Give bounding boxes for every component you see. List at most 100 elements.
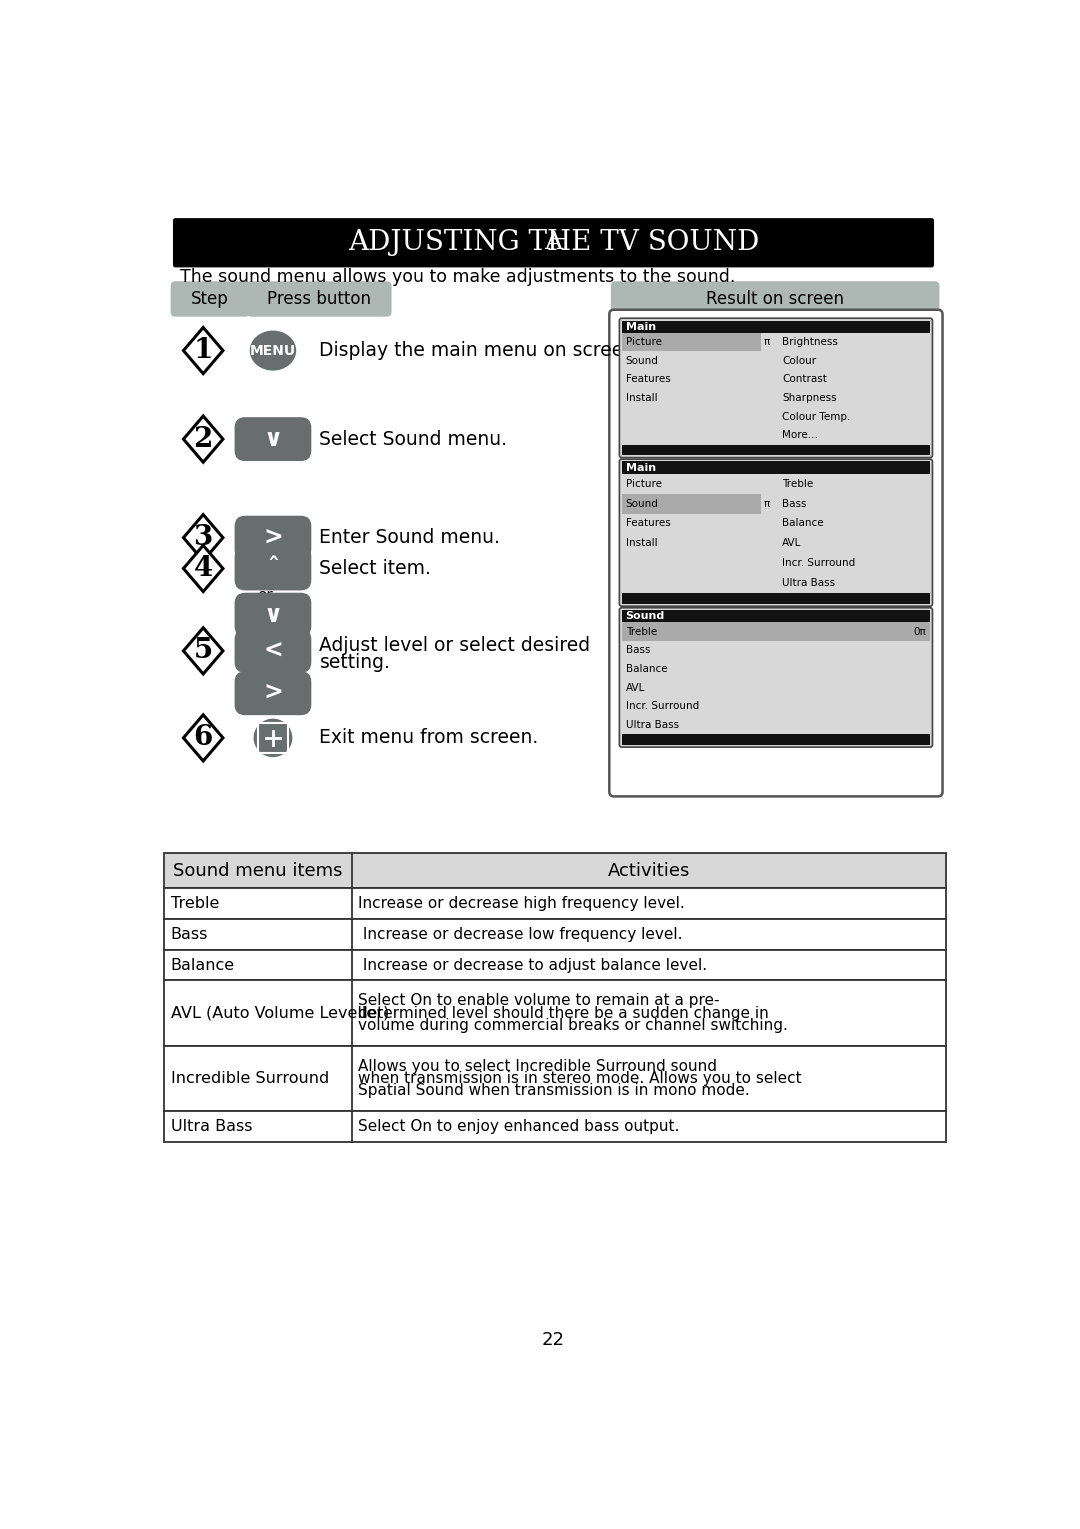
Text: Bass: Bass	[782, 498, 807, 509]
Ellipse shape	[249, 330, 296, 370]
FancyBboxPatch shape	[619, 607, 932, 748]
Text: 3: 3	[193, 524, 213, 550]
Text: Ultra Bass: Ultra Bass	[171, 1119, 252, 1135]
FancyBboxPatch shape	[622, 593, 930, 604]
Polygon shape	[184, 416, 222, 462]
FancyBboxPatch shape	[622, 494, 760, 514]
Text: 6: 6	[193, 725, 213, 751]
Text: >: >	[264, 682, 283, 705]
Text: MENU: MENU	[249, 344, 296, 358]
Polygon shape	[184, 714, 222, 761]
Text: ˆ: ˆ	[267, 557, 279, 581]
FancyBboxPatch shape	[622, 610, 930, 622]
Text: Treble: Treble	[171, 896, 219, 911]
FancyBboxPatch shape	[234, 417, 311, 462]
Text: Incr. Surround: Incr. Surround	[625, 702, 699, 711]
FancyBboxPatch shape	[611, 281, 940, 317]
Text: Balance: Balance	[171, 957, 234, 972]
Text: Incredible Surround: Incredible Surround	[171, 1072, 329, 1086]
Text: Picture: Picture	[625, 338, 662, 347]
FancyBboxPatch shape	[622, 333, 760, 352]
FancyBboxPatch shape	[164, 1046, 946, 1112]
Text: 0π: 0π	[914, 627, 927, 636]
Text: Colour: Colour	[782, 356, 816, 365]
Text: determined level should there be a sudden change in: determined level should there be a sudde…	[359, 1006, 769, 1021]
Text: >: >	[264, 526, 283, 550]
Text: Contrast: Contrast	[782, 375, 827, 384]
Text: Increase or decrease to adjust balance level.: Increase or decrease to adjust balance l…	[359, 957, 707, 972]
FancyBboxPatch shape	[173, 219, 934, 268]
Text: or: or	[257, 668, 273, 683]
Text: The sound menu allows you to make adjustments to the sound.: The sound menu allows you to make adjust…	[180, 269, 735, 286]
Text: Increase or decrease low frequency level.: Increase or decrease low frequency level…	[359, 927, 683, 942]
Text: Sound: Sound	[625, 498, 659, 509]
Text: Select item.: Select item.	[320, 560, 431, 578]
Text: volume during commercial breaks or channel switching.: volume during commercial breaks or chann…	[359, 1018, 788, 1034]
Text: Brightness: Brightness	[782, 338, 838, 347]
Text: <: <	[264, 639, 283, 664]
Text: Picture: Picture	[625, 479, 662, 489]
FancyBboxPatch shape	[234, 515, 311, 560]
Text: or: or	[257, 589, 273, 602]
Text: ∨: ∨	[264, 602, 283, 627]
Text: Features: Features	[625, 518, 671, 529]
FancyBboxPatch shape	[619, 318, 932, 457]
Text: Spatial Sound when transmission is in mono mode.: Spatial Sound when transmission is in mo…	[359, 1084, 750, 1098]
Text: ADJUSTING THE TV SOUND: ADJUSTING THE TV SOUND	[348, 229, 759, 257]
Polygon shape	[184, 546, 222, 592]
Text: Balance: Balance	[782, 518, 824, 529]
Text: when transmission is in stereo mode. Allows you to select: when transmission is in stereo mode. All…	[359, 1072, 801, 1086]
Text: Select On to enable volume to remain at a pre-: Select On to enable volume to remain at …	[359, 994, 719, 1008]
Text: AVL (Auto Volume Leveller): AVL (Auto Volume Leveller)	[171, 1006, 389, 1021]
FancyBboxPatch shape	[164, 888, 946, 919]
FancyBboxPatch shape	[609, 310, 943, 797]
Text: π: π	[764, 498, 770, 509]
Text: A: A	[544, 231, 563, 254]
Text: Bass: Bass	[625, 645, 650, 656]
Polygon shape	[184, 628, 222, 674]
Text: 22: 22	[542, 1332, 565, 1349]
Text: Sharpness: Sharpness	[782, 393, 837, 404]
Text: Treble: Treble	[625, 627, 657, 636]
Circle shape	[254, 719, 293, 757]
Text: Select On to enjoy enhanced bass output.: Select On to enjoy enhanced bass output.	[359, 1119, 679, 1135]
Text: setting.: setting.	[320, 653, 390, 671]
Text: 5: 5	[193, 638, 213, 665]
Text: Ultra Bass: Ultra Bass	[782, 578, 835, 589]
Text: Activities: Activities	[608, 862, 690, 879]
Text: Main: Main	[625, 463, 656, 472]
FancyBboxPatch shape	[234, 546, 311, 590]
Text: Incr. Surround: Incr. Surround	[782, 558, 855, 569]
Text: Main: Main	[625, 321, 656, 332]
Text: Install: Install	[625, 393, 658, 404]
Text: Bass: Bass	[171, 927, 208, 942]
Text: Colour Temp.: Colour Temp.	[782, 411, 850, 422]
Text: Display the main menu on screen.: Display the main menu on screen.	[320, 341, 642, 359]
Text: Enter Sound menu.: Enter Sound menu.	[320, 528, 500, 547]
Text: 2: 2	[193, 425, 213, 453]
FancyBboxPatch shape	[164, 853, 946, 888]
FancyBboxPatch shape	[619, 459, 932, 605]
Text: 4: 4	[193, 555, 213, 583]
Text: Sound: Sound	[625, 612, 665, 621]
Text: ∨: ∨	[264, 427, 283, 451]
Text: Select Sound menu.: Select Sound menu.	[320, 430, 508, 448]
Text: Step: Step	[191, 291, 229, 307]
Text: Treble: Treble	[782, 479, 813, 489]
FancyBboxPatch shape	[234, 671, 311, 716]
FancyBboxPatch shape	[622, 622, 930, 641]
FancyBboxPatch shape	[622, 445, 930, 456]
Text: Press button: Press button	[267, 291, 372, 307]
Text: Install: Install	[625, 538, 658, 549]
Text: AVL: AVL	[782, 538, 801, 549]
FancyBboxPatch shape	[234, 628, 311, 673]
Text: Increase or decrease high frequency level.: Increase or decrease high frequency leve…	[359, 896, 685, 911]
FancyBboxPatch shape	[246, 281, 392, 317]
FancyBboxPatch shape	[164, 1112, 946, 1142]
Text: π: π	[764, 338, 770, 347]
FancyBboxPatch shape	[171, 281, 249, 317]
FancyBboxPatch shape	[622, 734, 930, 745]
FancyBboxPatch shape	[164, 980, 946, 1046]
Text: Adjust level or select desired: Adjust level or select desired	[320, 636, 591, 654]
Polygon shape	[184, 515, 222, 561]
